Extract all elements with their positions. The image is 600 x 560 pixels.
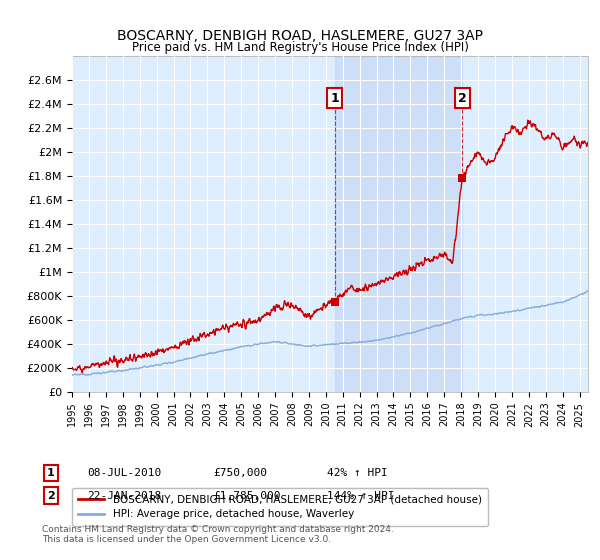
Text: 1: 1	[330, 91, 339, 105]
Text: 42% ↑ HPI: 42% ↑ HPI	[327, 468, 388, 478]
Text: 2: 2	[458, 91, 467, 105]
Text: 22-JAN-2018: 22-JAN-2018	[87, 491, 161, 501]
Text: £750,000: £750,000	[213, 468, 267, 478]
Text: 08-JUL-2010: 08-JUL-2010	[87, 468, 161, 478]
Text: £1,785,000: £1,785,000	[213, 491, 281, 501]
Text: BOSCARNY, DENBIGH ROAD, HASLEMERE, GU27 3AP: BOSCARNY, DENBIGH ROAD, HASLEMERE, GU27 …	[117, 29, 483, 44]
Bar	[335, 56, 462, 392]
Text: Price paid vs. HM Land Registry's House Price Index (HPI): Price paid vs. HM Land Registry's House …	[131, 41, 469, 54]
Text: 144% ↑ HPI: 144% ↑ HPI	[327, 491, 395, 501]
Legend: BOSCARNY, DENBIGH ROAD, HASLEMERE, GU27 3AP (detached house), HPI: Average price: BOSCARNY, DENBIGH ROAD, HASLEMERE, GU27 …	[72, 488, 488, 526]
Text: 2: 2	[47, 491, 55, 501]
Text: 1: 1	[47, 468, 55, 478]
Text: Contains HM Land Registry data © Crown copyright and database right 2024.
This d: Contains HM Land Registry data © Crown c…	[42, 525, 394, 544]
